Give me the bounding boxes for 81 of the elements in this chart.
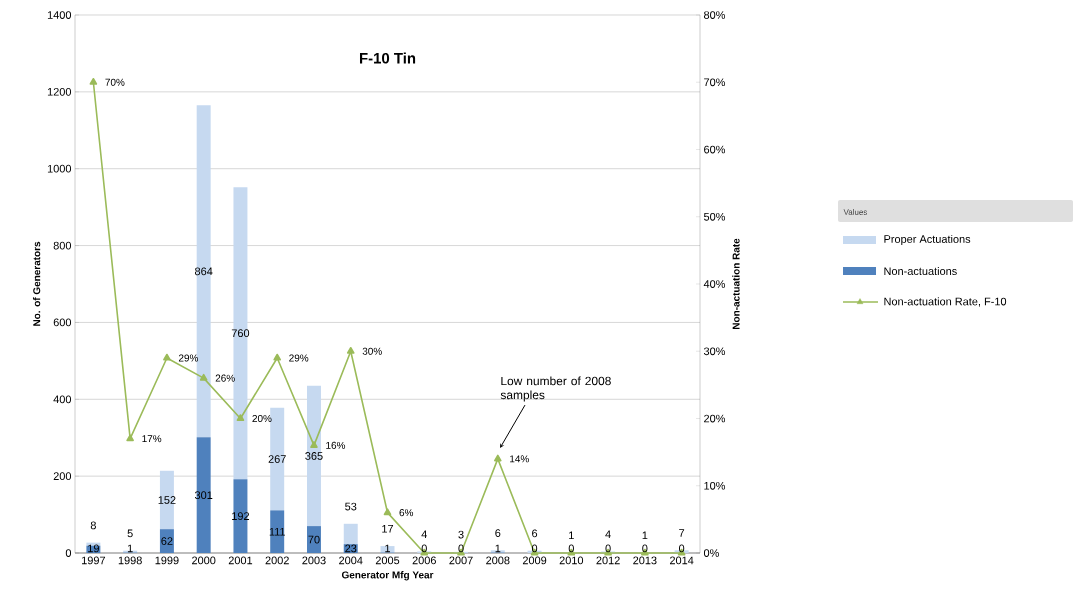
data-label: 152: [158, 496, 176, 504]
y-tick-label: 1200: [47, 87, 72, 96]
x-tick-label: 2003: [302, 556, 326, 565]
x-tick-label: 1998: [118, 556, 142, 565]
x-tick-label: 2007: [449, 556, 473, 565]
data-label: 70: [308, 535, 320, 544]
data-label: 16%: [326, 441, 346, 449]
data-label: 19: [88, 544, 99, 553]
x-tick-label: 2006: [412, 556, 436, 565]
data-label: 14%: [510, 455, 529, 463]
data-label: 29%: [178, 354, 199, 362]
y-tick-label: 800: [53, 241, 72, 250]
x-tick-label: 1999: [155, 556, 179, 565]
data-label: 8: [90, 521, 96, 530]
x-tick-label: 2009: [522, 556, 547, 565]
data-label: 26%: [215, 374, 235, 382]
y2-tick-label: 70%: [704, 78, 726, 87]
data-label: 0: [605, 544, 611, 553]
data-label: 3: [458, 530, 464, 539]
legend-label: Non-actuation Rate, F-10: [884, 297, 1007, 307]
data-label: 20%: [252, 414, 272, 423]
x-tick-label: 2002: [265, 556, 289, 565]
data-label: 267: [268, 455, 286, 463]
data-label: 62: [161, 537, 173, 545]
legend-label: Non-actuations: [884, 266, 957, 276]
data-label: 1: [495, 544, 501, 553]
x-tick-label: 2010: [559, 556, 584, 565]
x-tick-label: 2012: [596, 556, 620, 565]
data-label: 760: [231, 329, 250, 338]
data-label: 7: [679, 529, 685, 537]
data-label: 5: [127, 529, 133, 538]
x-tick-label: 2008: [486, 556, 510, 565]
y2-tick-label: 60%: [704, 145, 726, 154]
y-tick-label: 200: [53, 472, 72, 481]
data-label: 0: [568, 544, 574, 553]
data-label: 1: [642, 531, 648, 540]
y2-axis-title: Non-actuation Rate: [732, 238, 740, 329]
x-tick-label: 2000: [192, 556, 216, 565]
annotation: Low number of 2008 samples: [500, 376, 611, 402]
data-label: 30%: [362, 347, 382, 355]
data-label: 1: [385, 544, 391, 553]
y-axis-title: No. of Generators: [32, 241, 41, 326]
data-label: 0: [531, 544, 538, 553]
data-label: 6%: [399, 509, 414, 517]
y2-tick-label: 40%: [703, 280, 726, 288]
y-tick-label: 1400: [47, 11, 72, 19]
y2-tick-label: 80%: [704, 11, 726, 19]
data-label: 6: [532, 529, 538, 538]
data-label: 0: [642, 544, 648, 553]
data-label: 864: [195, 267, 213, 276]
x-tick-label: 2004: [339, 556, 363, 565]
x-tick-label: 2014: [669, 556, 694, 565]
data-label: 1: [569, 531, 574, 540]
data-label: 0: [679, 544, 685, 553]
data-label: 6: [495, 529, 501, 537]
y-tick-label: 0: [65, 549, 72, 557]
x-tick-label: 2005: [375, 556, 400, 565]
y-tick-label: 400: [53, 395, 72, 404]
y2-tick-label: 10%: [704, 481, 726, 490]
y2-tick-label: 30%: [703, 347, 726, 356]
x-tick-label: 1997: [82, 556, 106, 565]
y2-tick-label: 20%: [704, 414, 726, 423]
data-label: 29%: [289, 354, 309, 362]
data-label: 53: [345, 502, 357, 511]
data-label: 17%: [142, 435, 162, 443]
x-axis-title: Generator Mfg Year: [341, 571, 434, 581]
y2-tick-label: 0%: [703, 549, 719, 557]
y-tick-label: 600: [53, 318, 72, 327]
text: F-10 Tin: [359, 52, 416, 64]
data-label: 23: [345, 544, 357, 553]
data-label: 17: [382, 525, 394, 533]
legend-label: Proper Actuations: [884, 234, 971, 246]
x-tick-label: 2001: [228, 556, 253, 565]
y-tick-label: 1000: [47, 164, 72, 173]
data-label: 365: [305, 452, 323, 460]
data-label: 70%: [105, 78, 125, 86]
y2-tick-label: 50%: [703, 212, 726, 221]
data-label: 1: [127, 544, 133, 553]
data-label: 4: [605, 530, 611, 538]
x-tick-label: 2013: [633, 556, 657, 565]
data-label: 4: [421, 530, 427, 538]
